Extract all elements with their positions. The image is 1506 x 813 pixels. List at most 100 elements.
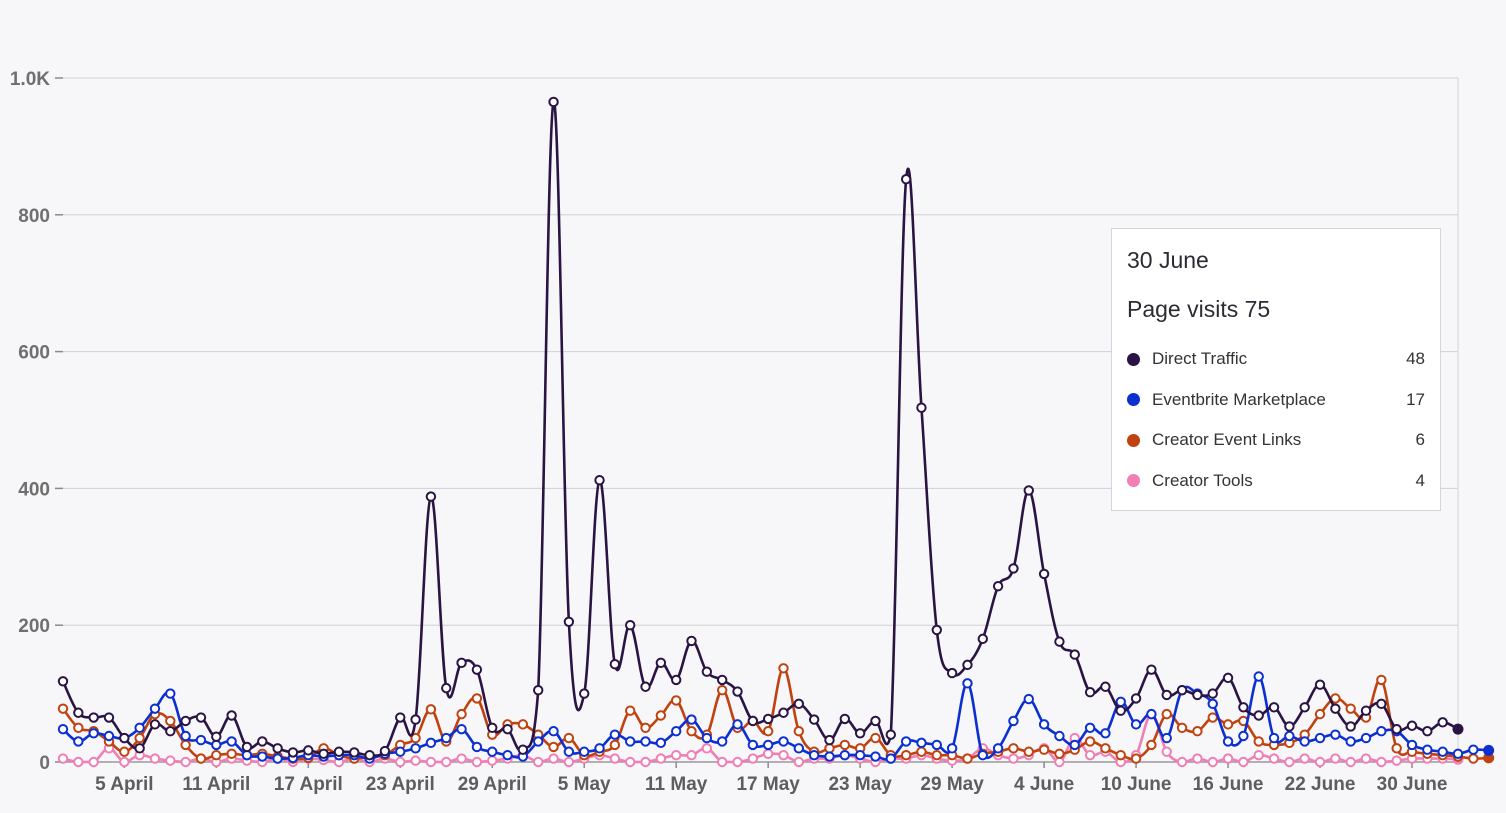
data-point[interactable] (1038, 744, 1050, 755)
data-point[interactable] (1161, 689, 1172, 701)
data-point[interactable] (1130, 719, 1142, 730)
data-point[interactable] (1207, 712, 1218, 723)
data-point[interactable] (456, 708, 467, 720)
data-point[interactable] (885, 729, 897, 740)
data-point[interactable] (1468, 753, 1479, 764)
data-point[interactable] (303, 745, 314, 756)
data-point[interactable] (88, 756, 99, 768)
data-point[interactable] (441, 682, 452, 694)
data-point[interactable] (1176, 684, 1188, 696)
data-point[interactable] (1330, 703, 1341, 714)
data-point[interactable] (1376, 674, 1387, 686)
data-point[interactable] (624, 620, 636, 631)
data-point[interactable] (563, 756, 575, 768)
data-point[interactable] (1314, 756, 1326, 768)
data-point[interactable] (1207, 698, 1218, 710)
data-point[interactable] (165, 688, 176, 699)
data-point[interactable] (487, 746, 498, 757)
data-point[interactable] (885, 753, 897, 764)
data-point[interactable] (211, 731, 222, 742)
data-point[interactable] (73, 736, 84, 747)
data-point[interactable] (732, 756, 743, 768)
data-point[interactable] (655, 710, 667, 721)
data-point[interactable] (471, 756, 483, 768)
data-point[interactable] (1376, 698, 1387, 710)
data-point[interactable] (916, 746, 927, 757)
data-point[interactable] (946, 667, 958, 679)
data-point[interactable] (1115, 749, 1126, 761)
data-point[interactable] (609, 729, 621, 740)
data-point[interactable] (134, 743, 145, 754)
data-point[interactable] (1345, 736, 1356, 747)
data-point[interactable] (502, 723, 513, 735)
data-point[interactable] (609, 658, 621, 670)
data-point[interactable] (257, 736, 268, 747)
data-point[interactable] (1284, 730, 1295, 742)
data-point[interactable] (793, 726, 805, 737)
data-point[interactable] (73, 756, 84, 768)
data-point[interactable] (1008, 563, 1019, 574)
data-point[interactable] (1115, 696, 1126, 708)
data-point[interactable] (762, 739, 774, 751)
data-point[interactable] (364, 749, 375, 761)
data-point[interactable] (1376, 726, 1387, 737)
data-point[interactable] (778, 736, 789, 747)
data-point[interactable] (1222, 753, 1234, 764)
data-point[interactable] (165, 715, 176, 727)
data-point[interactable] (395, 756, 406, 768)
data-point[interactable] (456, 753, 467, 764)
data-point[interactable] (1376, 756, 1387, 768)
data-point[interactable] (900, 749, 912, 761)
data-point[interactable] (747, 739, 759, 751)
data-point[interactable] (1253, 671, 1264, 682)
data-point[interactable] (533, 684, 544, 696)
data-point[interactable] (977, 633, 988, 645)
data-point[interactable] (624, 756, 636, 768)
data-point[interactable] (1299, 736, 1310, 747)
data-point[interactable] (226, 736, 237, 747)
data-point[interactable] (134, 722, 145, 733)
data-point[interactable] (272, 753, 283, 764)
data-point[interactable] (226, 748, 237, 759)
data-point[interactable] (793, 756, 805, 768)
data-point[interactable] (165, 755, 176, 766)
data-point[interactable] (808, 714, 820, 725)
data-point[interactable] (594, 743, 605, 754)
data-point[interactable] (88, 712, 99, 723)
data-point[interactable] (1054, 756, 1065, 768)
data-point[interactable] (1345, 721, 1356, 732)
data-point[interactable] (778, 707, 789, 718)
data-point[interactable] (1008, 715, 1019, 727)
data-point[interactable] (195, 712, 207, 723)
data-point[interactable] (395, 712, 406, 723)
data-point[interactable] (119, 756, 130, 768)
data-point[interactable] (716, 674, 728, 686)
data-point[interactable] (1391, 755, 1402, 766)
data-point[interactable] (1176, 756, 1188, 768)
data-point[interactable] (931, 749, 942, 761)
data-point[interactable] (1176, 722, 1188, 733)
data-point[interactable] (1284, 756, 1295, 768)
data-point[interactable] (640, 756, 651, 768)
data-point[interactable] (747, 715, 759, 727)
data-point[interactable] (977, 749, 988, 761)
data-point[interactable] (839, 749, 851, 761)
data-point[interactable] (701, 743, 713, 754)
data-point[interactable] (1054, 636, 1065, 647)
data-point[interactable] (992, 743, 1004, 754)
data-point[interactable] (1483, 744, 1495, 756)
data-point[interactable] (241, 749, 253, 761)
data-point[interactable] (1330, 753, 1341, 764)
data-point[interactable] (73, 707, 84, 718)
data-point[interactable] (686, 714, 697, 725)
data-point[interactable] (379, 745, 391, 757)
data-point[interactable] (1130, 693, 1142, 704)
data-point[interactable] (1008, 753, 1019, 764)
data-point[interactable] (946, 743, 958, 754)
data-point[interactable] (272, 743, 283, 754)
data-point[interactable] (1146, 739, 1157, 751)
data-point[interactable] (670, 674, 682, 686)
data-point[interactable] (579, 688, 590, 699)
data-point[interactable] (824, 743, 835, 754)
data-point[interactable] (916, 737, 927, 749)
